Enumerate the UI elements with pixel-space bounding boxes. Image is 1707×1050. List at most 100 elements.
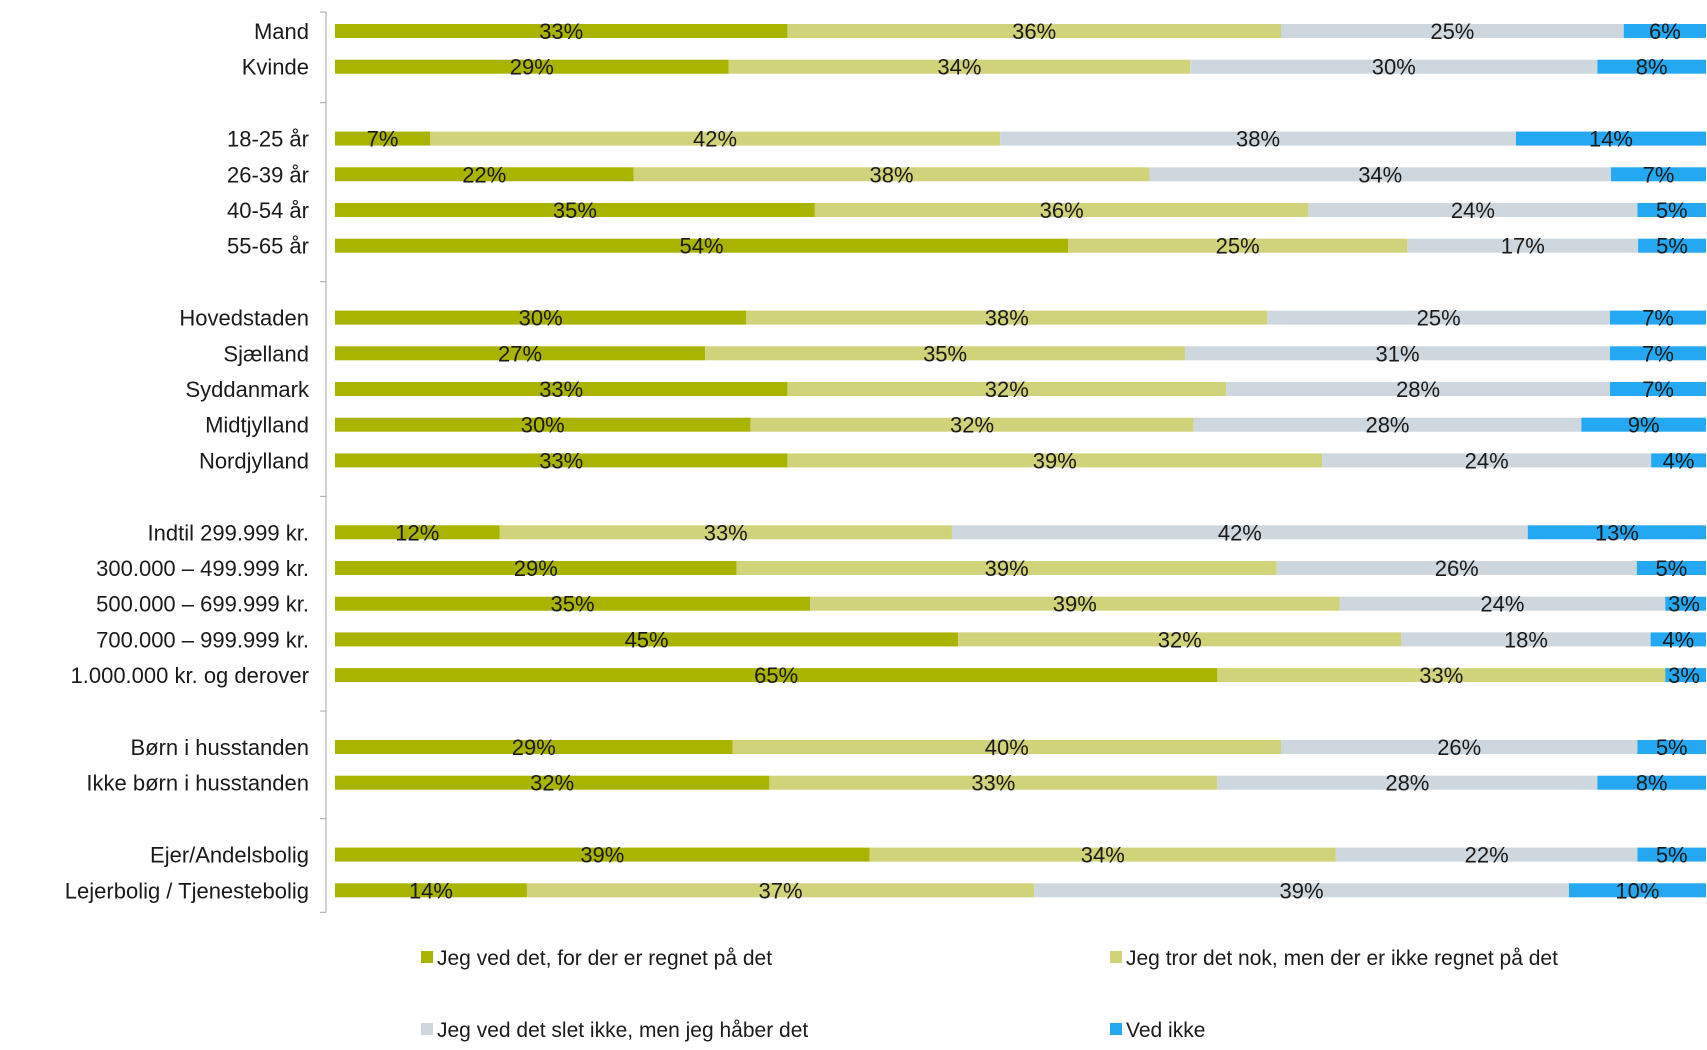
data-label: 45%: [625, 627, 669, 652]
data-label: 28%: [1385, 771, 1429, 796]
data-label: 24%: [1465, 448, 1509, 473]
data-label: 32%: [950, 413, 994, 438]
category-label: 40-54 år: [227, 198, 309, 223]
data-label: 65%: [754, 663, 798, 688]
data-label: 35%: [551, 592, 595, 617]
data-label: 25%: [1430, 19, 1474, 44]
data-label: 31%: [1376, 341, 1420, 366]
category-label: Lejerbolig / Tjenestebolig: [65, 878, 309, 903]
data-label: 30%: [1372, 55, 1416, 80]
data-label: 29%: [510, 55, 554, 80]
data-label: 25%: [1216, 234, 1260, 259]
data-label: 29%: [512, 735, 556, 760]
legend-label: Jeg ved det, for der er regnet på det: [437, 947, 772, 970]
data-label: 4%: [1662, 627, 1694, 652]
data-label: 13%: [1595, 520, 1639, 545]
data-label: 7%: [1643, 162, 1675, 187]
legend-label: Jeg ved det slet ikke, men jeg håber det: [437, 1019, 808, 1042]
category-label: Syddanmark: [185, 377, 310, 402]
data-label: 33%: [539, 377, 583, 402]
data-label: 30%: [521, 413, 565, 438]
category-label: 26-39 år: [227, 162, 309, 187]
data-label: 26%: [1437, 735, 1481, 760]
category-label: Ejer/Andelsbolig: [150, 843, 309, 868]
data-label: 24%: [1451, 198, 1495, 223]
data-label: 7%: [367, 127, 399, 152]
data-label: 8%: [1636, 55, 1668, 80]
legend-label: Ved ikke: [1126, 1019, 1205, 1042]
category-label: Hovedstaden: [179, 306, 309, 331]
category-label: Nordjylland: [199, 448, 309, 473]
data-label: 28%: [1396, 377, 1440, 402]
data-label: 12%: [395, 520, 439, 545]
data-label: 3%: [1668, 663, 1700, 688]
data-label: 14%: [409, 878, 453, 903]
data-label: 39%: [1280, 878, 1324, 903]
category-label: Kvinde: [242, 55, 309, 80]
data-label: 32%: [1158, 627, 1202, 652]
data-label: 10%: [1615, 878, 1659, 903]
data-label: 54%: [679, 234, 723, 259]
data-label: 7%: [1642, 341, 1674, 366]
legend-swatch: [421, 951, 433, 963]
category-label: Mand: [254, 19, 309, 44]
data-label: 28%: [1365, 413, 1409, 438]
data-label: 14%: [1589, 127, 1633, 152]
legend-label: Jeg tror det nok, men der er ikke regnet…: [1126, 947, 1558, 970]
data-label: 32%: [985, 377, 1029, 402]
data-label: 7%: [1642, 377, 1674, 402]
data-label: 29%: [514, 556, 558, 581]
category-label: Indtil 299.999 kr.: [148, 520, 309, 545]
category-label: Ikke børn i husstanden: [86, 771, 309, 796]
data-label: 33%: [539, 19, 583, 44]
data-label: 22%: [1465, 843, 1509, 868]
data-label: 36%: [1040, 198, 1084, 223]
data-label: 9%: [1628, 413, 1660, 438]
legend-swatch: [421, 1023, 433, 1035]
legend-swatch: [1110, 1023, 1122, 1035]
data-label: 7%: [1642, 306, 1674, 331]
data-label: 33%: [539, 448, 583, 473]
data-label: 40%: [985, 735, 1029, 760]
data-label: 39%: [580, 843, 624, 868]
data-label: 34%: [1081, 843, 1125, 868]
data-label: 22%: [462, 162, 506, 187]
data-label: 26%: [1435, 556, 1479, 581]
data-label: 3%: [1668, 592, 1700, 617]
data-label: 37%: [759, 878, 803, 903]
data-label: 33%: [1419, 663, 1463, 688]
data-label: 39%: [1033, 448, 1077, 473]
data-label: 36%: [1012, 19, 1056, 44]
data-label: 8%: [1636, 771, 1668, 796]
category-label: 55-65 år: [227, 234, 309, 259]
data-label: 38%: [985, 306, 1029, 331]
category-label: 18-25 år: [227, 127, 309, 152]
data-label: 18%: [1504, 627, 1548, 652]
data-label: 5%: [1656, 735, 1688, 760]
category-label: 300.000 – 499.999 kr.: [96, 556, 309, 581]
legend-swatch: [1110, 951, 1122, 963]
category-label: 1.000.000 kr. og derover: [71, 663, 310, 688]
category-label: Midtjylland: [205, 413, 309, 438]
category-label: 700.000 – 999.999 kr.: [96, 627, 309, 652]
category-label: Børn i husstanden: [130, 735, 309, 760]
data-label: 35%: [923, 341, 967, 366]
data-label: 34%: [1358, 162, 1402, 187]
data-label: 33%: [704, 520, 748, 545]
data-label: 39%: [985, 556, 1029, 581]
data-label: 5%: [1656, 198, 1688, 223]
data-label: 35%: [553, 198, 597, 223]
data-label: 5%: [1656, 234, 1688, 259]
data-label: 30%: [519, 306, 563, 331]
data-label: 39%: [1053, 592, 1097, 617]
data-label: 38%: [1236, 127, 1280, 152]
data-label: 17%: [1501, 234, 1545, 259]
data-label: 34%: [937, 55, 981, 80]
data-label: 5%: [1656, 843, 1688, 868]
data-label: 32%: [530, 771, 574, 796]
data-label: 6%: [1649, 19, 1681, 44]
data-label: 38%: [870, 162, 914, 187]
data-label: 24%: [1480, 592, 1524, 617]
